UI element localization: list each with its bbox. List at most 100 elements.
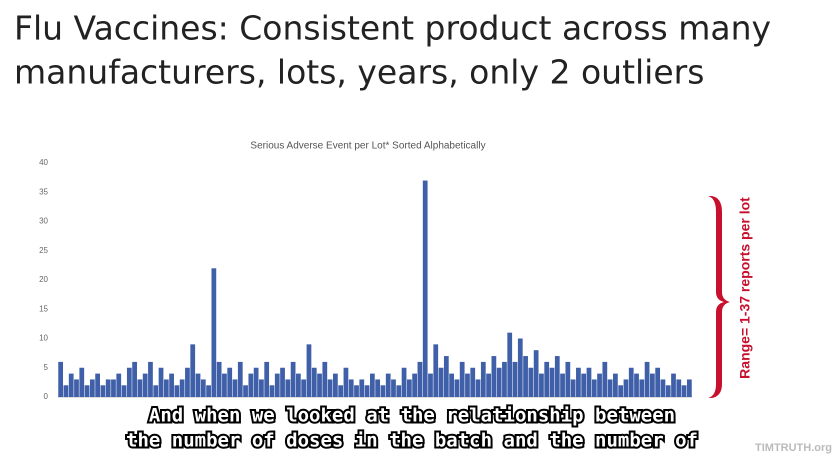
bar [317, 373, 322, 397]
bar [649, 373, 655, 397]
bar [63, 385, 69, 397]
bar [502, 361, 507, 397]
bar [602, 361, 608, 397]
bar [391, 379, 396, 397]
bar [174, 385, 180, 397]
bar [576, 367, 581, 397]
bar [111, 379, 116, 397]
bar [206, 385, 211, 397]
bar [364, 385, 370, 397]
bar [264, 361, 270, 397]
bar [570, 379, 576, 397]
bar [169, 373, 174, 397]
bar [274, 373, 280, 397]
y-tick-label: 40 [39, 158, 48, 167]
chart-title: Serious Adverse Event per Lot* Sorted Al… [250, 141, 485, 152]
bar [116, 373, 122, 397]
bar [380, 385, 386, 397]
bar [306, 344, 312, 397]
bar [132, 361, 137, 397]
bar [332, 373, 338, 397]
bar [158, 367, 164, 397]
bar [74, 379, 79, 397]
bar [327, 379, 333, 397]
bar [581, 373, 587, 397]
bar [454, 379, 460, 397]
range-bracket [708, 196, 730, 398]
bar [375, 379, 381, 397]
bar [248, 373, 254, 397]
bar [285, 379, 291, 397]
bar [486, 373, 491, 397]
bar [253, 367, 259, 397]
y-tick-label: 35 [39, 187, 48, 196]
bar [443, 356, 449, 397]
bar [200, 379, 206, 397]
bar [121, 385, 127, 397]
bar [142, 373, 148, 397]
bar [259, 379, 264, 397]
bar [359, 379, 365, 397]
bar [269, 385, 275, 397]
y-tick-label: 25 [39, 246, 48, 255]
bar [470, 367, 476, 397]
bar [597, 373, 602, 397]
bar [95, 373, 101, 397]
caption-line: the number of doses in the batch and the… [126, 430, 698, 452]
bar [607, 379, 613, 397]
bar [676, 379, 682, 397]
bar [613, 373, 618, 397]
bar [512, 361, 518, 397]
bar [433, 344, 439, 397]
bar [396, 385, 402, 397]
bar [639, 379, 645, 397]
bar [660, 379, 666, 397]
y-tick-label: 15 [39, 304, 48, 313]
bar [655, 367, 661, 397]
bar [475, 379, 481, 397]
bar [544, 361, 550, 397]
bar [406, 379, 412, 397]
bar [517, 338, 523, 397]
caption-line: And when we looked at the relationship b… [149, 405, 675, 427]
bar [195, 373, 201, 397]
bar [591, 379, 597, 397]
bar [163, 379, 169, 397]
bar [126, 367, 132, 397]
bar [100, 385, 106, 397]
bar [216, 361, 222, 397]
bar [560, 373, 565, 397]
y-tick-label: 20 [39, 275, 48, 284]
y-tick-label: 10 [39, 334, 48, 343]
bar [354, 385, 359, 397]
bar [428, 373, 433, 397]
bar [628, 367, 634, 397]
bar [449, 373, 454, 397]
bar [237, 361, 243, 397]
bar [671, 373, 676, 397]
bar [549, 367, 555, 397]
bar [137, 379, 143, 397]
bar [311, 367, 317, 397]
bar [507, 332, 513, 397]
bar [211, 268, 217, 397]
bar [523, 356, 528, 397]
bar [322, 361, 328, 397]
bar [79, 367, 85, 397]
bar [232, 379, 238, 397]
bar [412, 373, 418, 397]
bar [227, 367, 233, 397]
bar [296, 373, 301, 397]
bar [148, 361, 153, 397]
bar [58, 361, 64, 397]
bar [422, 180, 428, 397]
slide-title-line: Flu Vaccines: Consistent product across … [14, 9, 771, 48]
bar [348, 379, 354, 397]
bar [385, 373, 391, 397]
bar [618, 385, 624, 397]
bar [438, 367, 444, 397]
bar [686, 379, 692, 397]
y-tick-label: 0 [44, 392, 49, 401]
bar [565, 361, 571, 397]
bar [185, 367, 190, 397]
